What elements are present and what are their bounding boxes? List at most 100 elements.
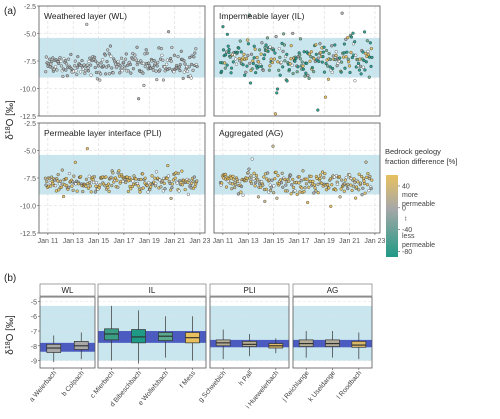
panel-label-b: (b) <box>4 273 16 284</box>
data-point <box>71 180 75 184</box>
panel-frame <box>209 296 290 369</box>
data-point <box>165 176 169 181</box>
data-point <box>290 183 294 187</box>
data-point <box>318 42 322 46</box>
data-point <box>340 11 344 15</box>
data-point <box>51 56 55 60</box>
data-point <box>318 176 322 181</box>
data-point <box>174 64 179 68</box>
data-point <box>250 67 254 71</box>
data-point <box>247 167 251 171</box>
data-point <box>76 182 81 186</box>
data-point <box>239 184 244 189</box>
facet-title: Aggregated (AG) <box>219 128 283 138</box>
data-point <box>167 66 171 71</box>
data-point <box>131 51 135 56</box>
data-point <box>312 57 316 61</box>
data-point <box>136 61 140 65</box>
data-point <box>169 196 173 200</box>
y-tick-label: -7 <box>31 329 37 336</box>
data-point <box>338 56 342 60</box>
data-point <box>131 179 135 183</box>
data-point <box>105 60 109 64</box>
data-point <box>281 49 285 53</box>
data-point <box>313 186 317 190</box>
data-point <box>310 66 314 70</box>
data-point <box>87 59 91 64</box>
legend-arrow-icon: ↕ <box>404 216 408 223</box>
data-point <box>138 190 142 194</box>
data-point <box>349 183 353 187</box>
data-point <box>94 184 98 188</box>
x-tick-label: k Useldange <box>307 370 337 404</box>
data-point <box>118 71 122 75</box>
data-point <box>76 55 80 59</box>
data-point <box>127 179 131 183</box>
y-tick-label: -5.0 <box>24 149 36 156</box>
data-point <box>107 72 112 76</box>
data-point <box>170 182 174 186</box>
data-point <box>265 177 269 181</box>
data-point <box>308 59 312 63</box>
data-point <box>91 178 95 182</box>
data-point <box>329 204 333 208</box>
data-point <box>266 49 270 53</box>
data-point <box>75 72 79 77</box>
data-point <box>251 59 255 63</box>
data-point <box>352 184 356 188</box>
data-point <box>101 58 105 62</box>
data-point <box>298 53 302 57</box>
data-point <box>272 48 276 52</box>
data-point <box>275 87 280 91</box>
data-point <box>348 173 352 177</box>
data-point <box>239 190 243 194</box>
data-point <box>302 190 306 194</box>
data-point <box>324 61 328 66</box>
data-point <box>280 41 284 45</box>
data-point <box>227 50 231 55</box>
data-point <box>368 174 372 178</box>
data-point <box>61 194 66 199</box>
data-point <box>253 47 257 51</box>
data-point <box>111 71 115 75</box>
data-point <box>144 48 148 52</box>
data-point <box>179 49 183 53</box>
x-tick-label: a Weierbach <box>28 370 58 404</box>
data-point <box>361 186 365 190</box>
data-point <box>153 176 157 180</box>
data-point <box>321 50 326 54</box>
x-tick-label: Jan 11 <box>38 238 59 245</box>
data-point <box>259 185 263 189</box>
data-point <box>300 186 304 190</box>
data-point <box>79 64 83 68</box>
data-point <box>359 181 363 185</box>
data-point <box>326 183 330 187</box>
data-point <box>357 172 361 176</box>
data-point <box>264 187 268 191</box>
data-point <box>173 176 177 180</box>
data-point <box>248 81 253 85</box>
data-point <box>262 57 266 61</box>
facet-panel: Permeable layer interface (PLI) -2.5 -5.0 -… <box>20 121 211 245</box>
data-point <box>106 48 110 52</box>
data-point <box>289 57 293 61</box>
data-point <box>92 180 96 185</box>
data-point <box>233 185 237 190</box>
data-point <box>61 74 65 79</box>
data-point <box>354 53 358 57</box>
data-point <box>180 183 184 187</box>
x-tick-label: Jan 15 <box>88 238 109 245</box>
x-tick-label: Jan 21 <box>339 238 360 245</box>
data-point <box>269 57 273 61</box>
data-point <box>116 59 120 64</box>
data-point <box>241 63 245 67</box>
data-point <box>346 182 350 186</box>
data-point <box>254 181 258 185</box>
data-point <box>67 171 71 176</box>
data-point <box>96 61 100 65</box>
data-point <box>159 47 164 51</box>
data-point <box>170 186 174 190</box>
data-point <box>370 55 374 59</box>
data-point <box>126 69 130 73</box>
